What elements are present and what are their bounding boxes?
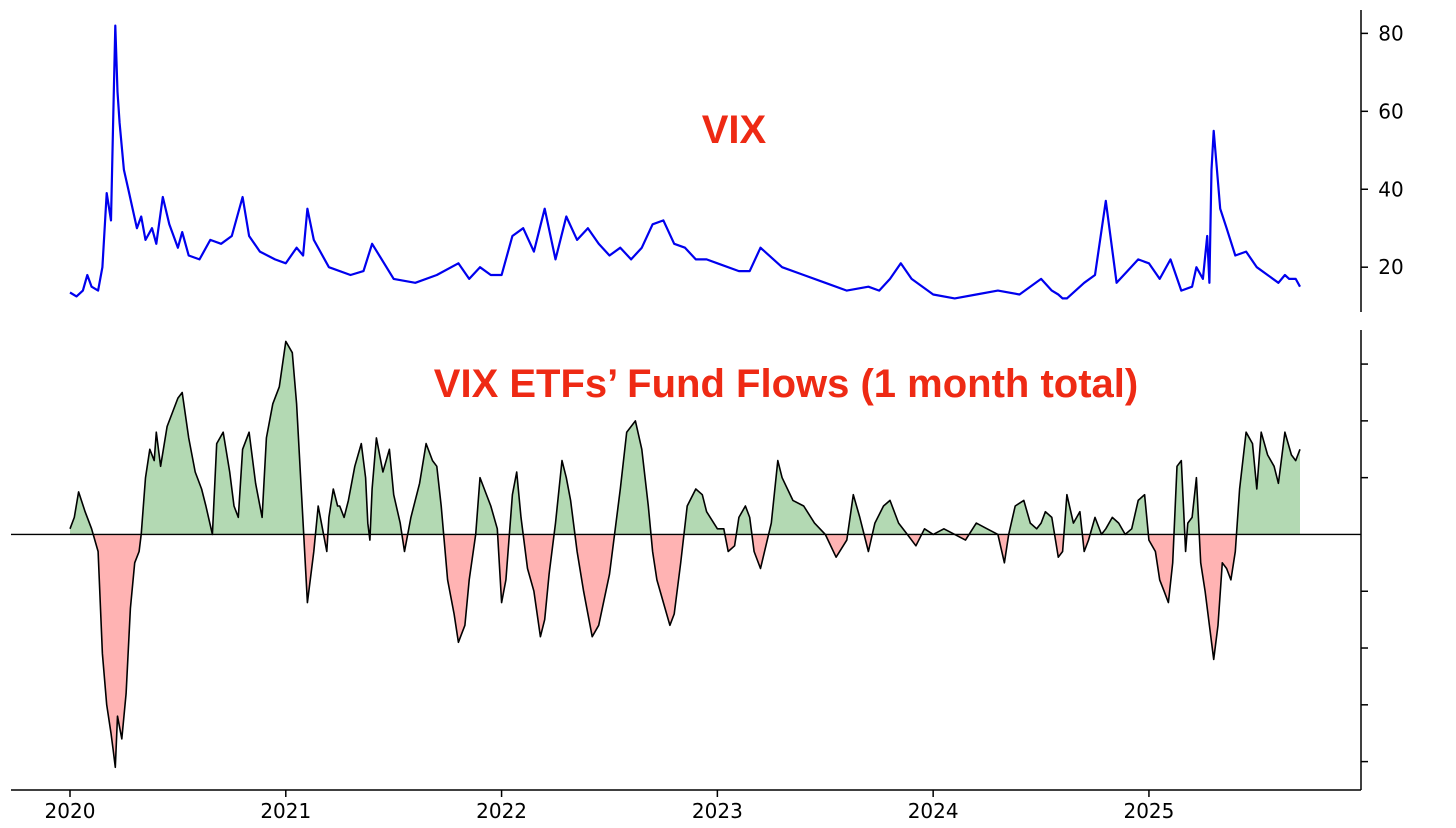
vix-y-axis: 20 40 60 80	[1360, 10, 1404, 312]
vix-series-line	[69, 24, 1301, 300]
vix-y-tick-label: 60	[1378, 99, 1403, 123]
x-tick-label: 2021	[260, 799, 311, 823]
flows-panel-title: VIX ETFs’ Fund Flows (1 month total)	[434, 362, 1138, 406]
flows-plot-area	[69, 340, 1301, 769]
x-tick-label: 2025	[1123, 799, 1174, 823]
x-tick-label: 2023	[692, 799, 743, 823]
inflow-area	[554, 460, 575, 535]
vix-plot-area	[69, 24, 1301, 300]
inflow-area	[509, 472, 524, 535]
flows-series-line	[69, 340, 1301, 769]
inflow-area	[475, 477, 498, 535]
inflow-area	[1090, 494, 1149, 535]
inflow-area	[407, 443, 444, 535]
inflow-area	[370, 437, 402, 535]
outflow-area	[1199, 534, 1237, 660]
inflow-area	[1008, 500, 1055, 535]
x-tick-label: 2024	[908, 799, 959, 823]
outflow-area	[997, 534, 1009, 563]
flows-axes: 2020 2021 2022 2023 2024 2025	[11, 330, 1368, 823]
outflow-area	[497, 534, 510, 603]
outflow-area	[523, 534, 555, 637]
vix-panel: VIX 20 40 60 80	[69, 10, 1404, 312]
outflow-area	[907, 534, 922, 546]
inflow-area	[683, 489, 725, 535]
vix-y-tick-label: 20	[1378, 255, 1403, 279]
outflow-area	[1054, 534, 1064, 558]
x-tick-label: 2020	[45, 799, 96, 823]
outflow-area	[651, 534, 684, 626]
inflow-area	[872, 500, 908, 535]
outflow-area	[751, 534, 769, 569]
vix-y-tick-label: 40	[1378, 177, 1403, 201]
inflow-area	[1236, 432, 1300, 535]
outflow-area	[864, 534, 873, 552]
outflow-area	[1148, 534, 1174, 603]
inflow-area	[768, 460, 826, 535]
inflow-area	[141, 341, 304, 535]
outflow-area	[574, 534, 615, 637]
outflow-area	[825, 534, 848, 558]
flows-panel: VIX ETFs’ Fund Flows (1 month total) 202…	[11, 330, 1368, 823]
inflow-area	[327, 443, 370, 535]
inflow-area	[847, 494, 865, 535]
outflow-area	[93, 534, 142, 768]
inflow-area	[70, 491, 94, 535]
x-tick-label: 2022	[476, 799, 527, 823]
outflow-area	[443, 534, 476, 643]
vix-y-tick-label: 80	[1378, 21, 1403, 45]
inflow-area	[614, 420, 651, 535]
vix-panel-title: VIX	[702, 108, 767, 152]
inflow-area	[969, 523, 998, 535]
